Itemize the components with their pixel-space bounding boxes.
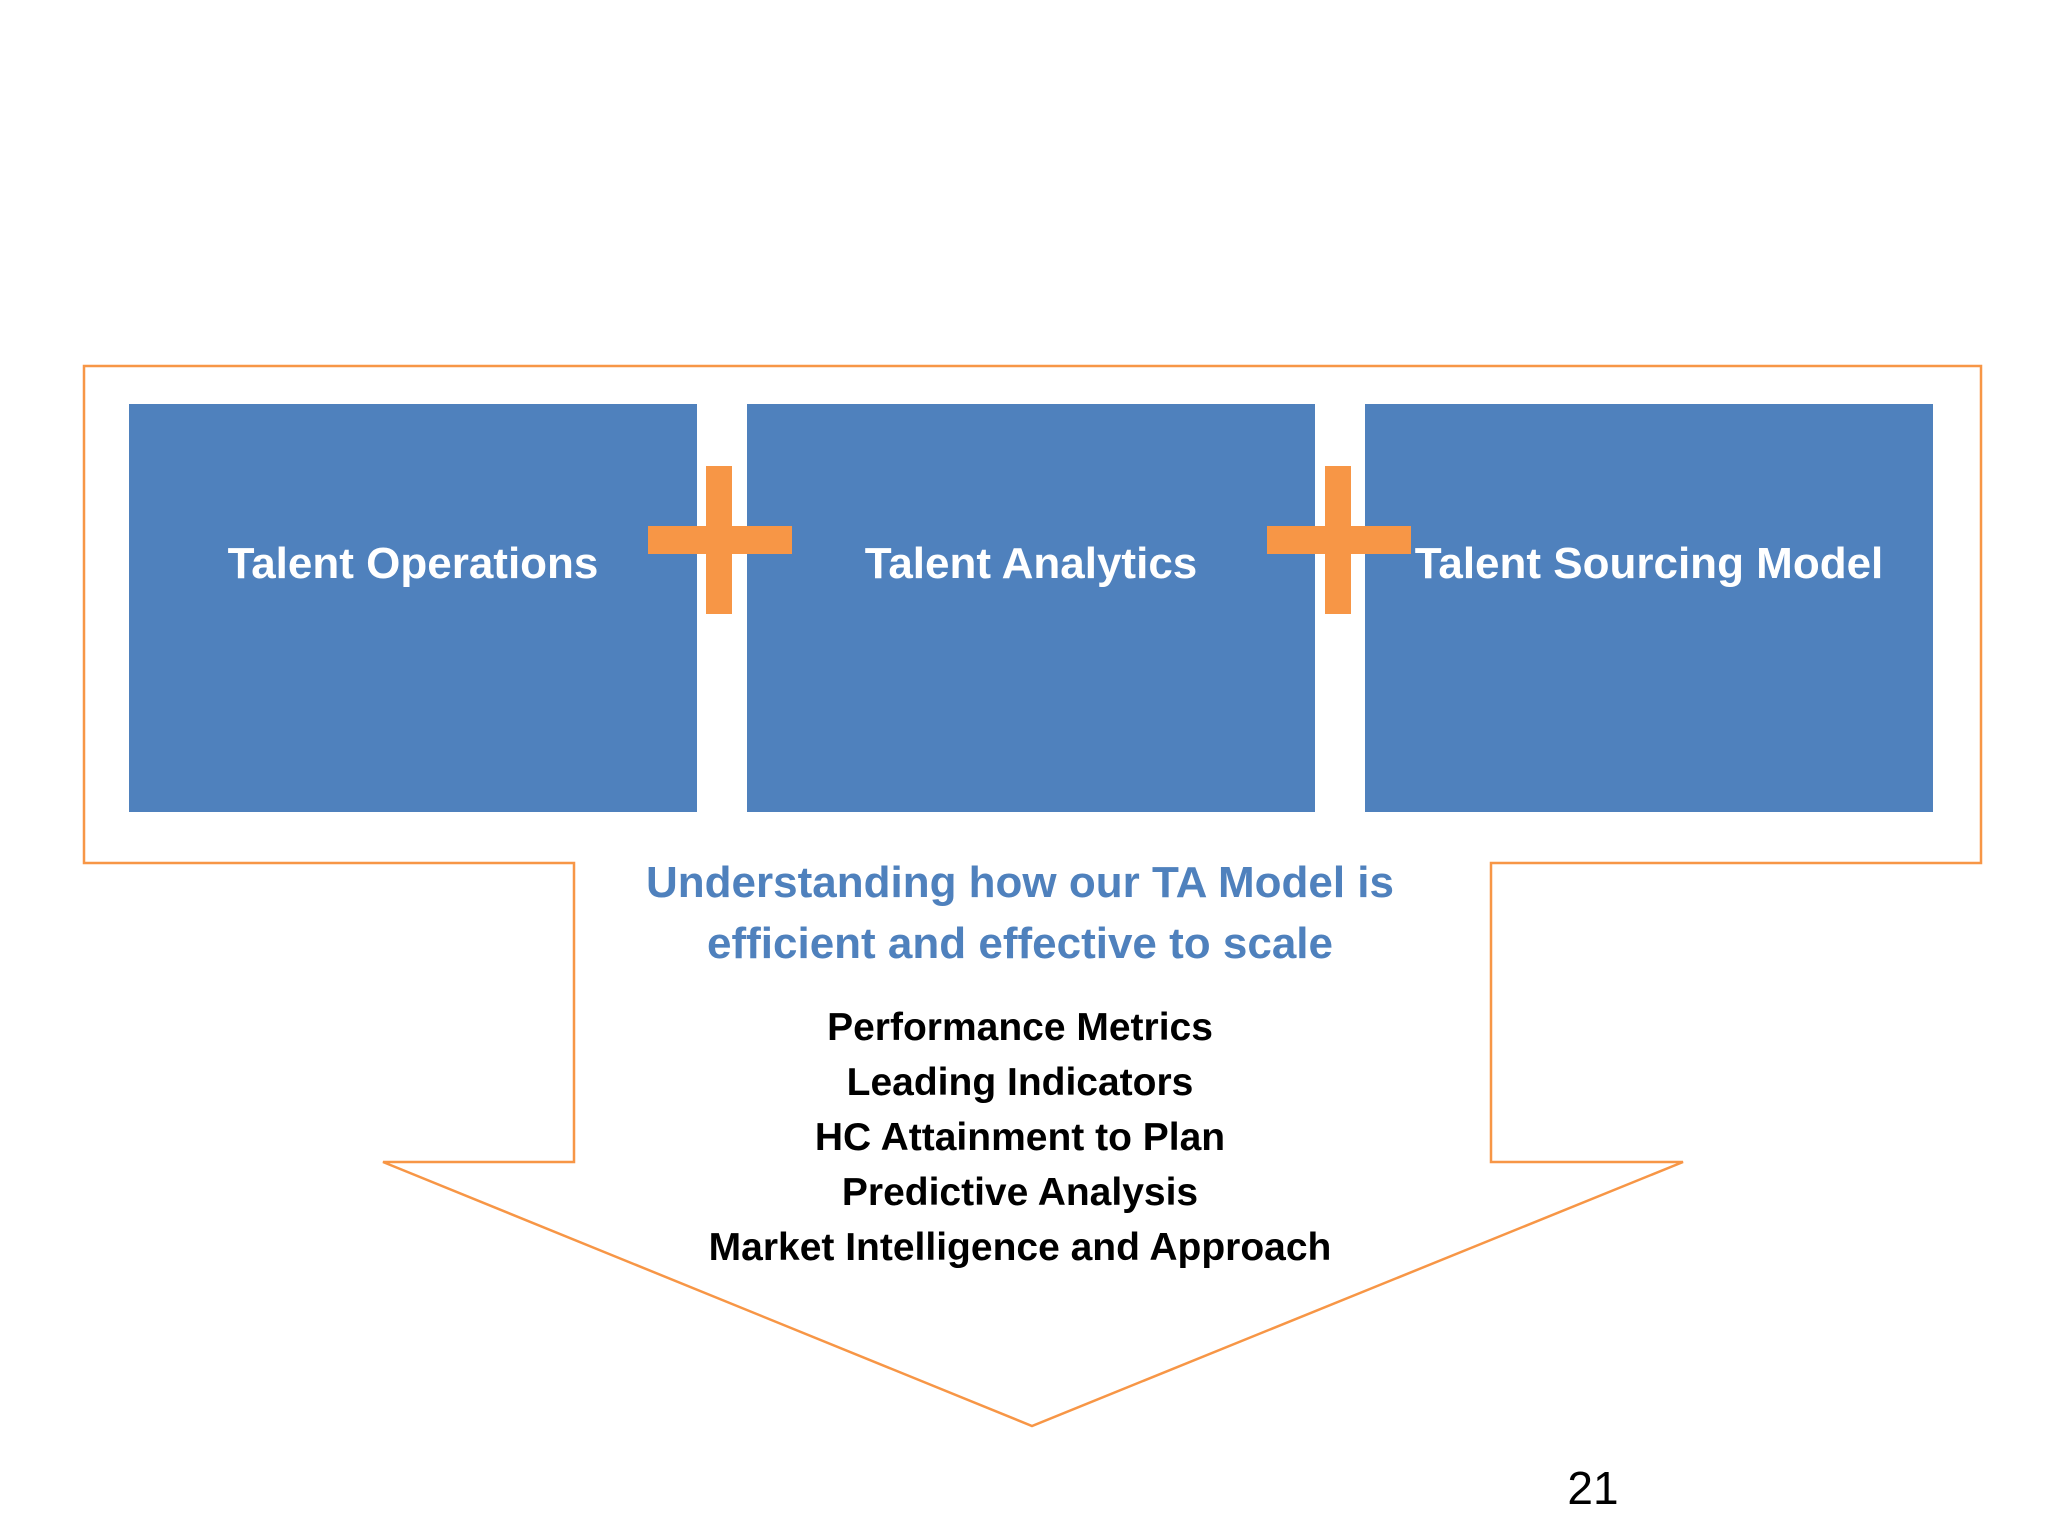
metrics-list: Performance Metrics Leading Indicators H…	[560, 1000, 1480, 1275]
plus-icon	[1267, 466, 1411, 614]
metric-item: HC Attainment to Plan	[814, 1116, 1226, 1159]
metric-item: Leading Indicators	[846, 1061, 1194, 1104]
metric-item: Performance Metrics	[827, 1006, 1213, 1049]
summary-headline: Understanding how our TA Model is effici…	[560, 852, 1480, 974]
page-number: 21	[1567, 1462, 1619, 1514]
headline-line: efficient and effective to scale	[707, 919, 1333, 968]
headline-line: Understanding how our TA Model is	[646, 858, 1394, 907]
component-label: Talent Operations	[227, 539, 599, 588]
component-box-talent-sourcing-model: Talent Sourcing Model	[1365, 404, 1933, 812]
metric-item: Predictive Analysis	[841, 1171, 1199, 1214]
metric-item: Market Intelligence and Approach	[708, 1226, 1332, 1269]
component-box-talent-operations: Talent Operations	[129, 404, 697, 812]
plus-icon	[648, 466, 792, 614]
component-label: Talent Analytics	[864, 539, 1198, 588]
component-box-talent-analytics: Talent Analytics	[747, 404, 1315, 812]
component-label: Talent Sourcing Model	[1414, 539, 1884, 588]
